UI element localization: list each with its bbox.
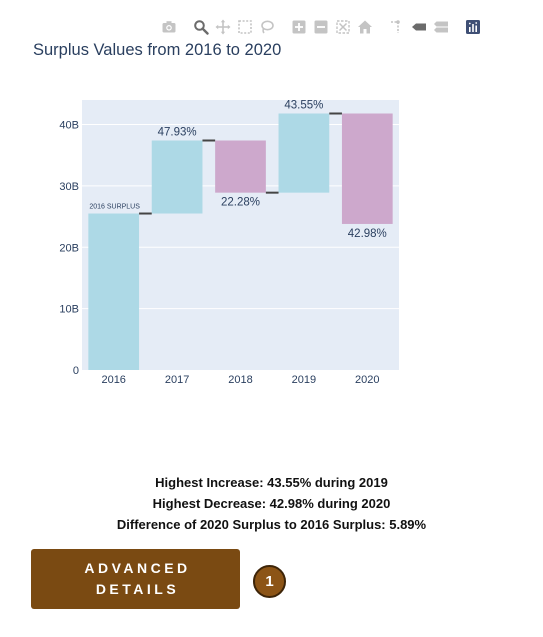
zoom-out-icon[interactable] xyxy=(312,18,330,36)
waterfall-chart: 0 10B 20B 30B 40B 2016 2017 2018 2019 2020 47.93% 2… xyxy=(59,100,399,387)
x-tick-label: 2018 xyxy=(228,374,252,386)
y-tick-label: 30B xyxy=(59,181,79,193)
connectors xyxy=(139,112,342,215)
bars xyxy=(88,113,393,370)
lasso-select-icon[interactable] xyxy=(258,18,276,36)
y-tick-label: 0 xyxy=(73,365,79,377)
advanced-details-label: ADVANCED DETAILS xyxy=(84,560,191,597)
summary-difference: Difference of 2020 Surplus to 2016 Surpl… xyxy=(116,517,427,532)
x-tick-label: 2020 xyxy=(355,374,379,386)
y-tick-label: 20B xyxy=(59,242,79,254)
y-tick-label: 40B xyxy=(59,120,79,132)
autoscale-icon[interactable] xyxy=(334,18,352,36)
reset-axes-icon[interactable] xyxy=(356,18,374,36)
surplus-annotation: 2016 SURPLUS xyxy=(89,204,140,211)
hover-compare-icon[interactable] xyxy=(432,18,450,36)
pan-icon[interactable] xyxy=(214,18,232,36)
bar-2020[interactable] xyxy=(341,113,393,224)
bar-label-2017: 47.93% xyxy=(158,127,197,139)
zoom-icon[interactable] xyxy=(192,18,210,36)
labels: 0 10B 20B 30B 40B 2016 2017 2018 2019 2020 47.93% 2… xyxy=(59,100,386,387)
bar-label-2020: 42.98% xyxy=(348,228,387,240)
step-badge: 1 xyxy=(253,565,286,598)
bar-label-2018: 22.28% xyxy=(221,197,260,209)
spike-lines-icon[interactable] xyxy=(388,18,406,36)
bar-2016[interactable] xyxy=(88,213,140,370)
y-tick-label: 10B xyxy=(59,304,79,316)
bar-2018[interactable] xyxy=(215,140,266,193)
bar-2019[interactable] xyxy=(278,113,330,193)
camera-icon[interactable] xyxy=(160,18,178,36)
bar-2017[interactable] xyxy=(151,140,203,214)
plotly-logo-icon[interactable] xyxy=(464,18,482,36)
chart-title: Surplus Values from 2016 to 2020 xyxy=(33,41,282,59)
x-tick-label: 2016 xyxy=(101,374,125,386)
zoom-in-icon[interactable] xyxy=(290,18,308,36)
box-select-icon[interactable] xyxy=(236,18,254,36)
summary-highest-increase: Highest Increase: 43.55% during 2019 xyxy=(155,475,388,490)
chart-modebar xyxy=(160,17,482,37)
summary-highest-decrease: Highest Decrease: 42.98% during 2020 xyxy=(152,496,391,511)
advanced-details-button[interactable]: ADVANCED DETAILS xyxy=(31,549,240,609)
x-tick-label: 2017 xyxy=(165,374,189,386)
hover-closest-icon[interactable] xyxy=(410,18,428,36)
bar-label-2019: 43.55% xyxy=(284,100,323,112)
x-tick-label: 2019 xyxy=(292,374,316,386)
summary-block: Highest Increase: 43.55% during 2019 Hig… xyxy=(0,472,543,535)
